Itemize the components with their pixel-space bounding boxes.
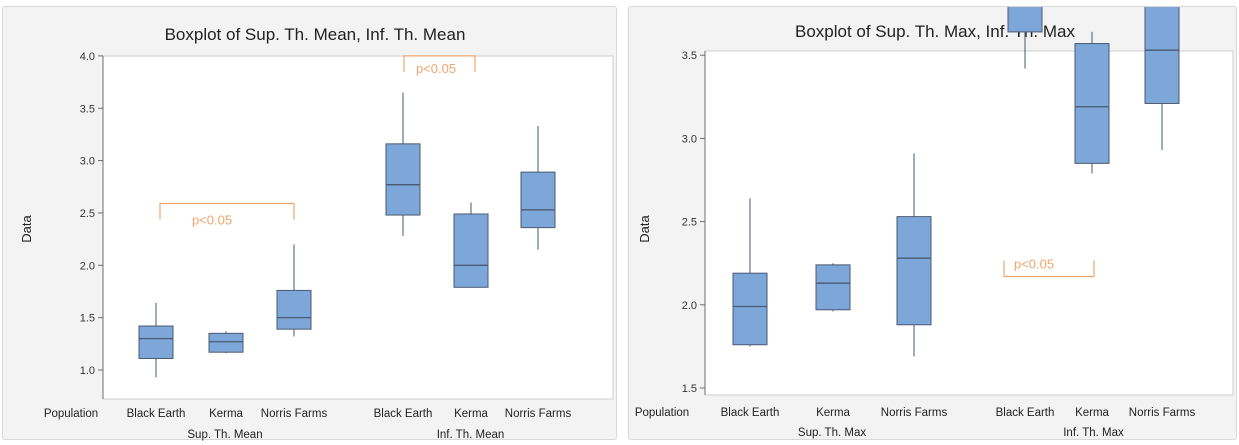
chart-title: Boxplot of Sup. Th. Mean, Inf. Th. Mean [165, 25, 466, 44]
significance-label: p<0.05 [1014, 257, 1054, 272]
x-category-label: Kerma [454, 408, 488, 420]
y-axis-label: Data [637, 215, 652, 243]
plot-area [704, 50, 1234, 396]
box-iqr [1007, 7, 1043, 33]
x-category-label: Norris Farms [261, 408, 328, 420]
y-tick-label: 2.0 [682, 300, 697, 312]
x-category-label: Black Earth [721, 407, 780, 419]
x-category-label: Black Earth [374, 408, 433, 420]
x-category-label: Kerma [209, 408, 243, 420]
chart-panel-max: Boxplot of Sup. Th. Max, Inf. Th. Max 1.5… [628, 6, 1237, 440]
chart-panel-mean: Boxplot of Sup. Th. Mean, Inf. Th. Mean 1… [2, 6, 617, 441]
x-category-label: Norris Farms [881, 407, 948, 419]
box-iqr [815, 264, 851, 311]
boxplot-mean-chart: Boxplot of Sup. Th. Mean, Inf. Th. Mean 1… [19, 25, 614, 441]
y-tick-label: 4.0 [80, 51, 95, 63]
chart-title: Boxplot of Sup. Th. Max, Inf. Th. Max [795, 22, 1076, 41]
x-group-label: Sup. Th. Mean [187, 429, 262, 441]
x-category-label: Black Earth [127, 408, 186, 420]
box-iqr [732, 272, 768, 346]
box-iqr [520, 171, 556, 229]
box-iqr [276, 289, 312, 330]
box-iqr [138, 325, 174, 359]
box-iqr [385, 143, 421, 216]
significance-label: p<0.05 [416, 61, 456, 76]
y-axis-label: Data [19, 215, 34, 243]
x-group-label: Inf. Th. Max [1063, 427, 1124, 439]
box-iqr [1144, 7, 1180, 104]
y-tick-label: 2.0 [80, 260, 95, 272]
x-category-label: Kerma [1075, 407, 1109, 419]
significance-bracket [1003, 260, 1095, 278]
x-category-label: Norris Farms [1129, 407, 1196, 419]
y-tick-label: 1.5 [80, 313, 95, 325]
y-tick-label: 1.0 [80, 365, 95, 377]
box-iqr [208, 332, 244, 353]
box-iqr [896, 216, 932, 326]
x-axis-label: Population [635, 407, 689, 419]
x-axis-label: Population [44, 408, 98, 420]
y-tick-label: 2.5 [682, 217, 697, 229]
y-tick-label: 3.5 [80, 103, 95, 115]
y-tick-label: 2.5 [80, 208, 95, 220]
x-group-label: Sup. Th. Max [798, 427, 866, 439]
significance-label: p<0.05 [192, 213, 232, 228]
y-tick-label: 3.5 [682, 50, 697, 62]
y-tick-label: 1.5 [682, 383, 697, 395]
x-group-label: Inf. Th. Mean [437, 429, 505, 441]
y-tick-label: 3.0 [682, 133, 697, 145]
significance-bracket [403, 55, 476, 72]
significance-bracket [159, 202, 295, 220]
y-tick-label: 3.0 [80, 156, 95, 168]
box-iqr [453, 213, 489, 288]
box-iqr [1074, 43, 1110, 164]
x-category-label: Black Earth [996, 407, 1055, 419]
boxplot-max-chart: Boxplot of Sup. Th. Max, Inf. Th. Max 1.5… [635, 7, 1234, 439]
x-category-label: Norris Farms [505, 408, 572, 420]
x-category-label: Kerma [816, 407, 850, 419]
